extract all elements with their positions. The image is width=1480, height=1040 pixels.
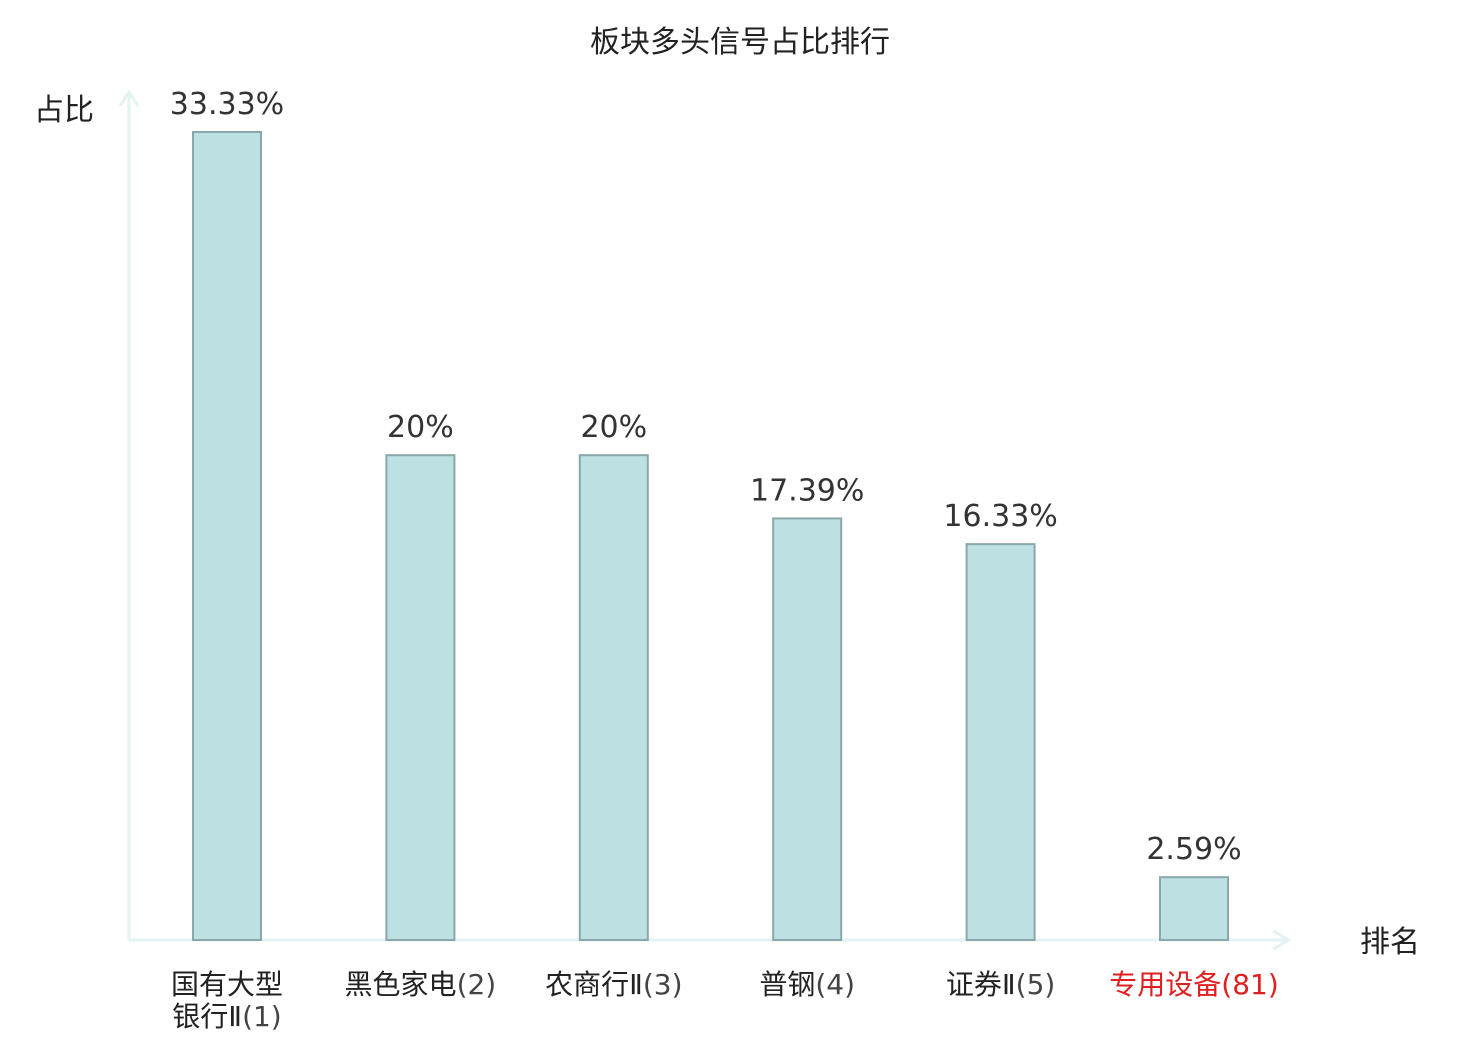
y-axis-label: 占比: [34, 93, 94, 128]
category-label-4: 普钢(4): [759, 968, 855, 1001]
category-rank: (3): [643, 968, 683, 1001]
category-name-line: 国有大型: [171, 968, 283, 1001]
category-label-5: 证券Ⅱ(5): [946, 968, 1055, 1001]
category-name-line: 黑色家电: [345, 968, 457, 1001]
value-label-5: 16.33%: [943, 499, 1057, 534]
chart-title: 板块多头信号占比排行: [590, 25, 890, 60]
category-label-1: 国有大型银行Ⅱ(1): [171, 968, 283, 1033]
category-name-line: 专用设备: [1109, 968, 1221, 1001]
value-labels: 33.33% 20% 20% 17.39% 16.33% 2.59%: [170, 87, 1242, 867]
value-label-4: 17.39%: [750, 473, 864, 508]
bar-4: [772, 517, 843, 941]
bar-series: [192, 131, 1229, 941]
category-rank: (4): [815, 968, 855, 1001]
category-name-line: 银行Ⅱ: [172, 1000, 242, 1033]
category-label-3: 农商行Ⅱ(3): [545, 968, 682, 1001]
category-label-2: 黑色家电(2): [345, 968, 497, 1001]
category-name-line: 证券Ⅱ: [946, 968, 1016, 1001]
value-label-2: 20%: [387, 410, 454, 445]
bar-2: [385, 454, 456, 941]
category-rank: (5): [1016, 968, 1056, 1001]
category-labels: 国有大型银行Ⅱ(1)黑色家电(2) 农商行Ⅱ(3) 普钢(4) 证券Ⅱ(5) 专用设备(…: [171, 968, 1279, 1033]
category-label-6: 专用设备(81): [1109, 968, 1279, 1001]
category-rank: (2): [457, 968, 497, 1001]
y-axis: [118, 89, 140, 940]
x-axis-label: 排名: [1360, 925, 1420, 960]
category-rank: (81): [1221, 968, 1278, 1001]
x-axis: [129, 929, 1291, 951]
value-label-3: 20%: [580, 410, 647, 445]
value-label-6: 2.59%: [1146, 832, 1241, 867]
bar-3: [578, 454, 649, 941]
bar-5: [965, 543, 1036, 941]
value-label-1: 33.33%: [170, 87, 284, 122]
bar-6: [1159, 876, 1229, 941]
bar-1: [192, 131, 262, 941]
category-name-line: 农商行Ⅱ: [545, 968, 643, 1001]
category-rank: (1): [242, 1000, 282, 1033]
category-name-line: 普钢: [759, 968, 815, 1001]
